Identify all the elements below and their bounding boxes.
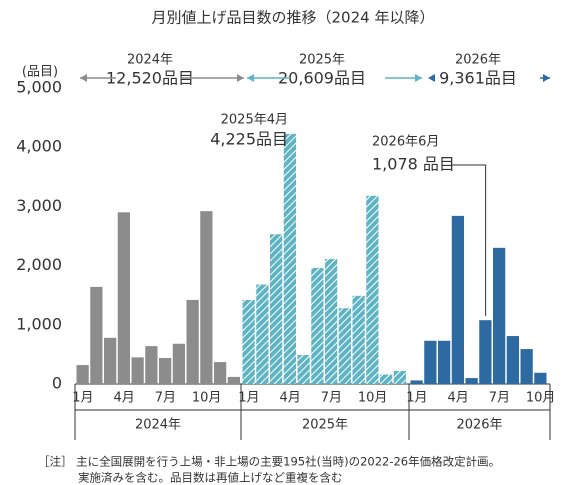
bar — [338, 308, 351, 384]
value-label: 1,078 品目 — [372, 155, 455, 174]
bar — [438, 340, 451, 384]
period-year: 2025年 — [299, 53, 345, 68]
arrow-head — [247, 74, 254, 82]
period-total: 20,609品目 — [278, 69, 366, 88]
period-year: 2026年 — [455, 53, 501, 68]
x-tick-label: 10月 — [526, 391, 556, 406]
arrow-head — [428, 74, 435, 82]
bar — [270, 234, 283, 384]
bar — [131, 357, 144, 384]
x-tick-label: 1月 — [406, 391, 427, 406]
bar — [352, 295, 365, 384]
period-total: 9,361品目 — [439, 69, 517, 88]
bar — [104, 337, 117, 384]
y-tick-label: 0 — [52, 374, 62, 393]
x-tick-label: 7月 — [321, 391, 342, 406]
bar — [380, 374, 393, 384]
bar — [520, 349, 533, 384]
bar — [393, 370, 406, 384]
bar — [242, 299, 255, 384]
arrow-head — [237, 74, 244, 82]
bar — [117, 212, 130, 384]
y-tick-label: 3,000 — [16, 196, 62, 215]
bar — [465, 378, 478, 384]
arrow-head — [80, 74, 87, 82]
x-group-label: 2024年 — [135, 418, 181, 433]
x-group-label: 2026年 — [456, 418, 502, 433]
bar — [159, 357, 172, 384]
bar — [479, 320, 492, 384]
value-label: 4,225品目 — [210, 130, 288, 149]
bar — [283, 133, 296, 384]
bar — [493, 247, 506, 384]
y-tick-label: 4,000 — [16, 137, 62, 156]
bar — [410, 380, 423, 384]
bar — [256, 284, 269, 384]
bar — [227, 376, 240, 384]
bar — [145, 346, 158, 384]
arrow-head — [415, 74, 422, 82]
x-group-label: 2025年 — [302, 418, 348, 433]
bar — [186, 299, 199, 384]
bar — [424, 340, 437, 384]
chart-title: 月別値上げ品目数の推移（2024 年以降） — [152, 9, 435, 27]
period-total: 12,520品目 — [106, 69, 194, 88]
bar — [325, 259, 338, 384]
bar — [172, 343, 185, 384]
x-tick-label: 4月 — [447, 391, 468, 406]
bar — [200, 211, 213, 384]
x-tick-label: 1月 — [238, 391, 259, 406]
y-tick-label: 2,000 — [16, 255, 62, 274]
x-tick-label: 10月 — [192, 391, 222, 406]
x-tick-label: 7月 — [489, 391, 510, 406]
x-tick-label: 4月 — [279, 391, 300, 406]
period-year: 2024年 — [127, 53, 173, 68]
x-tick-label: 4月 — [113, 391, 134, 406]
annotation-title: 2026年6月 — [372, 135, 439, 150]
bar — [297, 354, 310, 384]
y-tick-label: 1,000 — [16, 314, 62, 333]
footnote: 実施済みを含む。品目数は再値上げなど重複を含む — [78, 471, 343, 485]
bar — [534, 372, 547, 384]
x-tick-label: 7月 — [155, 391, 176, 406]
bar — [90, 286, 103, 384]
bar — [214, 362, 227, 384]
y-tick-label: 5,000 — [16, 78, 62, 97]
x-tick-label: 10月 — [358, 391, 388, 406]
y-unit: (品目) — [22, 65, 58, 80]
bar — [366, 195, 379, 384]
annotation-title: 2025年4月 — [221, 113, 288, 128]
bar — [76, 365, 89, 384]
footnote: ［注］ 主に全国展開を行う上場・非上場の主要195社(当時)の2022-26年価… — [38, 455, 500, 469]
bar — [311, 267, 324, 384]
bar — [451, 215, 464, 384]
bar — [506, 336, 519, 384]
leader-line — [452, 164, 487, 317]
arrow-head — [543, 74, 550, 82]
x-tick-label: 1月 — [72, 391, 93, 406]
